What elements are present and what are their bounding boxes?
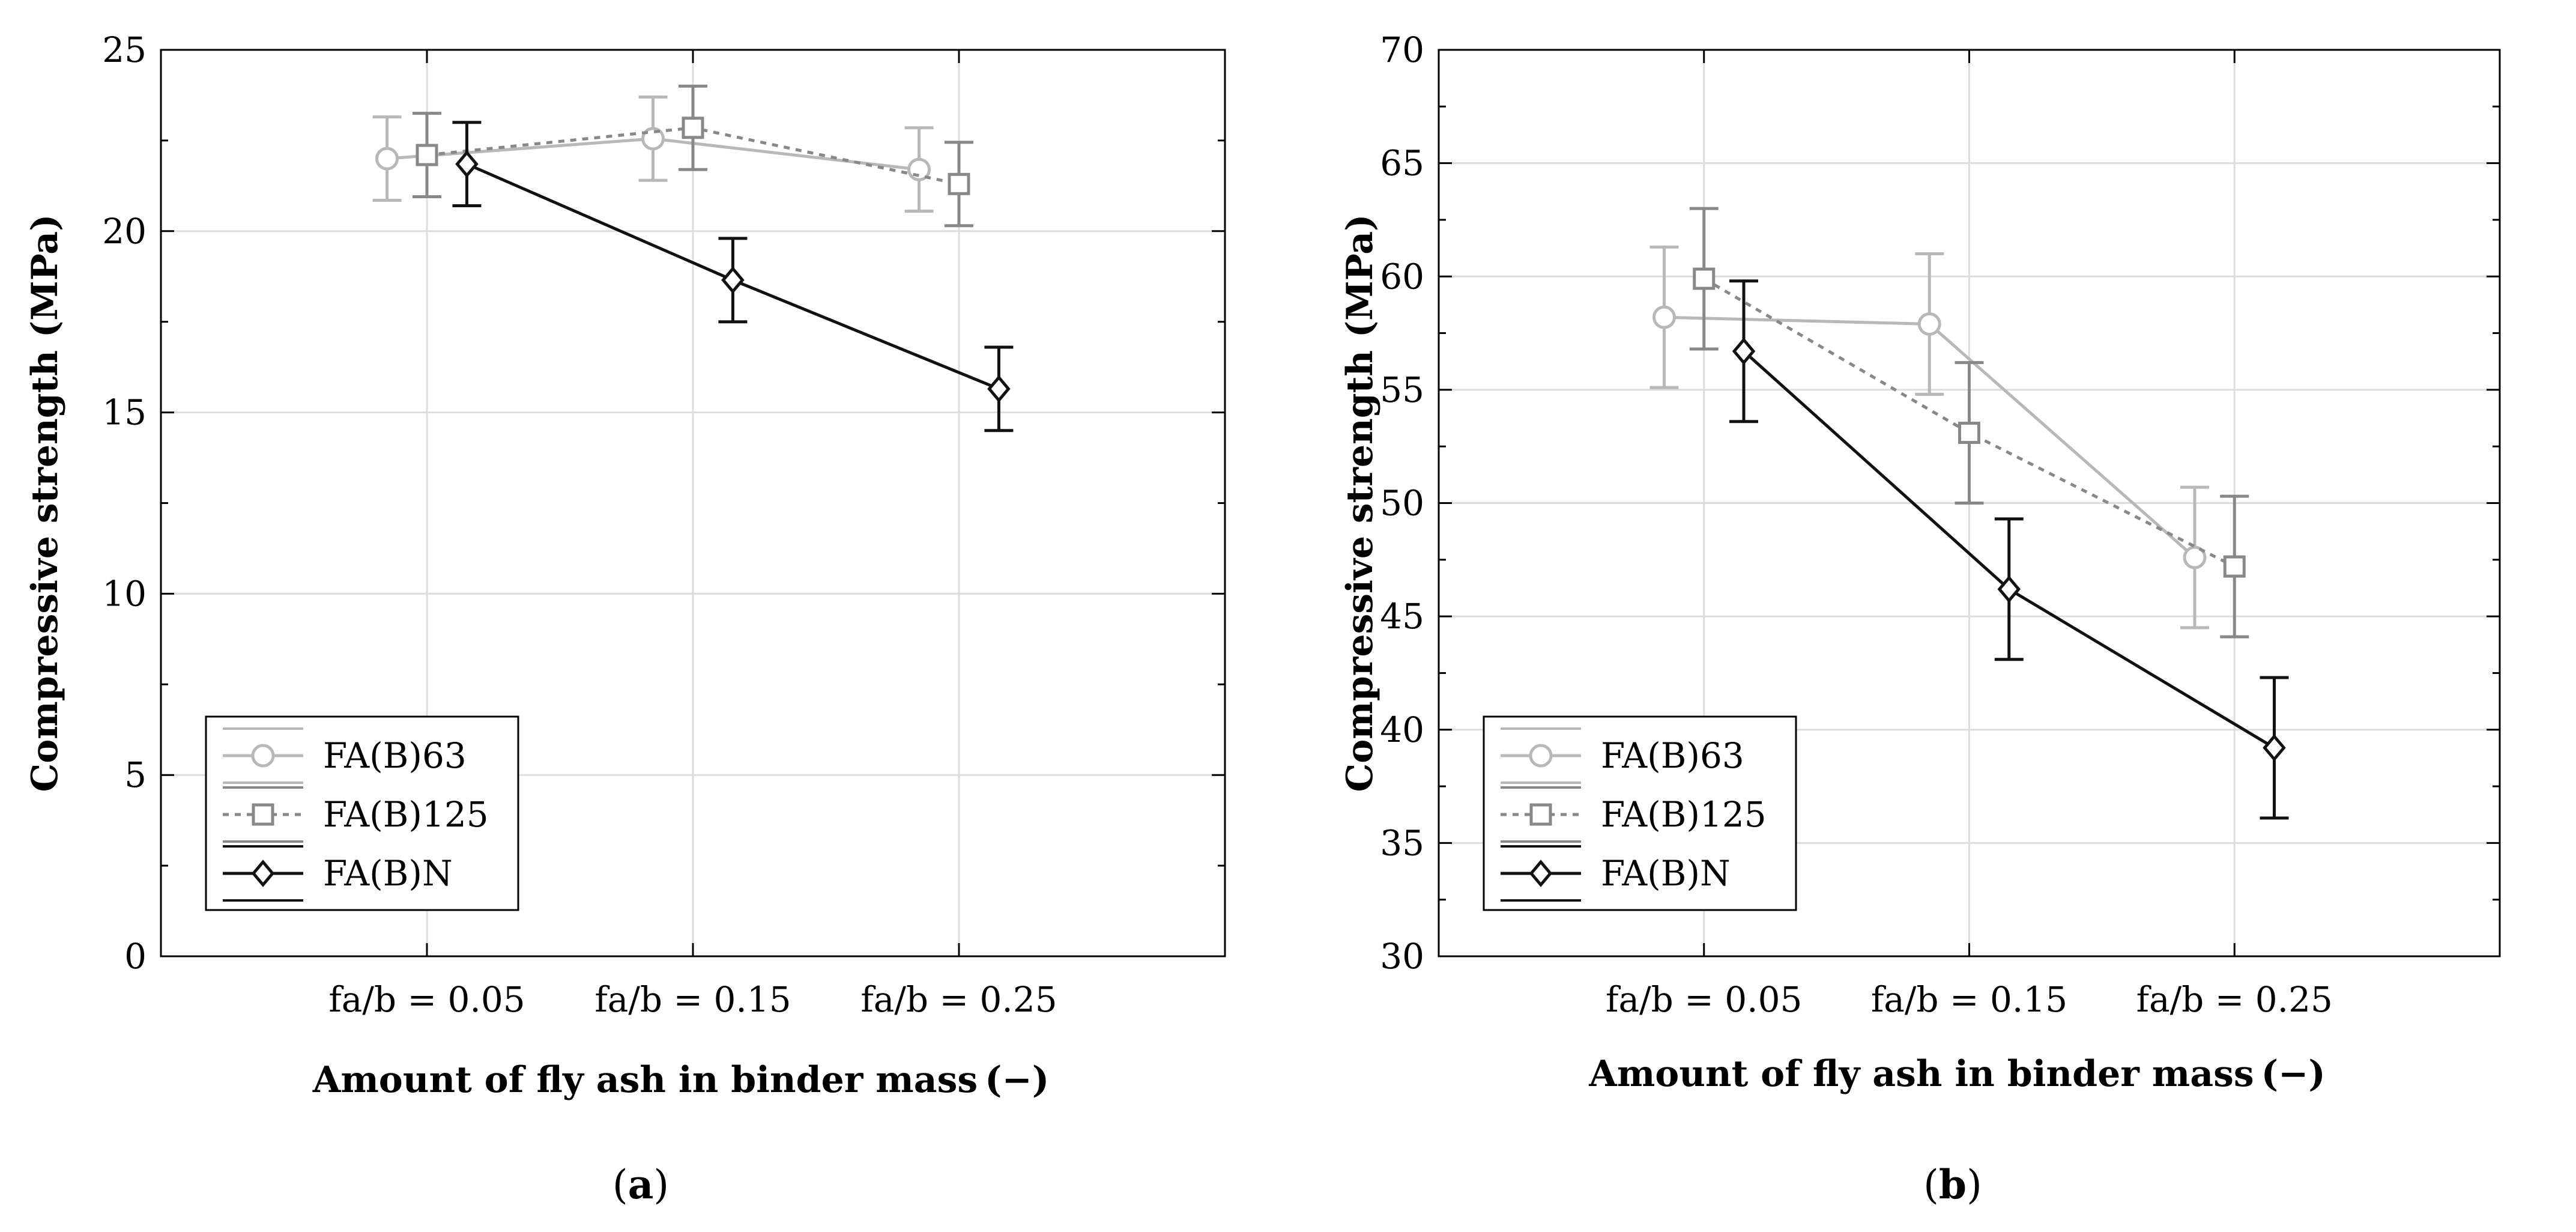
x-tick-label: fa/b = 0.25 bbox=[2136, 979, 2333, 1020]
plot-frame bbox=[160, 49, 1226, 957]
marker-diamond-1 bbox=[721, 266, 745, 294]
legend: FA(B)63 FA(B)125 FA(B)N bbox=[1483, 715, 1797, 911]
y-axis-title: Compressive strength (MPa) bbox=[1339, 214, 1381, 792]
legend-label: FA(B)125 bbox=[323, 794, 489, 835]
series-fa-b-n bbox=[1729, 279, 2289, 820]
series-fa-b-125 bbox=[413, 84, 973, 228]
marker-square-2 bbox=[948, 172, 970, 195]
series-fa-b-63 bbox=[372, 95, 934, 213]
y-tick-label: 0 bbox=[124, 936, 147, 977]
marker-diamond-2 bbox=[2263, 734, 2286, 762]
legend-label: FA(B)N bbox=[1601, 853, 1731, 894]
marker-diamond-2 bbox=[987, 375, 1011, 403]
y-tick-label: 45 bbox=[1380, 596, 1424, 637]
marker-diamond-0 bbox=[455, 150, 479, 178]
panel-label-close: ) bbox=[1967, 1162, 1982, 1208]
marker-diamond-legend-2 bbox=[1529, 860, 1553, 887]
marker-circle-0 bbox=[1652, 305, 1676, 329]
chart-panel-a: 0 5 10 15 20 25 fa/b = 0.05 fa/b = 0.15 fa/b = 0… bbox=[24, 29, 1226, 1208]
y-tick-label: 10 bbox=[102, 573, 147, 614]
x-axis-title: Amount of fly ash in binder mass (−) bbox=[312, 1059, 1049, 1101]
x-tick-label: fa/b = 0.25 bbox=[860, 979, 1057, 1020]
marker-square-0 bbox=[416, 144, 438, 166]
legend-label: FA(B)63 bbox=[1601, 735, 1744, 776]
series-line bbox=[1703, 277, 2236, 568]
y-tick-label: 35 bbox=[1380, 822, 1424, 863]
legend-label: FA(B)63 bbox=[323, 735, 467, 776]
marker-circle-0 bbox=[375, 147, 399, 171]
chart-panel-b: 30 35 40 45 50 55 60 65 70 fa/b = 0.05 fa/b = 0.15… bbox=[1339, 29, 2501, 1208]
panel-label-open: ( bbox=[1923, 1162, 1939, 1208]
legend-label: FA(B)125 bbox=[1601, 794, 1767, 835]
y-tick-label: 60 bbox=[1380, 256, 1424, 297]
x-axis-unit: (−) bbox=[2261, 1053, 2326, 1095]
y-tick-label: 50 bbox=[1380, 483, 1424, 524]
x-tick-label: fa/b = 0.15 bbox=[1871, 979, 2067, 1020]
x-axis-unit: (−) bbox=[985, 1059, 1049, 1101]
x-axis-title-text: Amount of fly ash in binder mass bbox=[312, 1059, 978, 1101]
y-tick-label: 15 bbox=[102, 392, 147, 433]
marker-diamond-0 bbox=[1732, 337, 1756, 365]
panel-label-open: ( bbox=[612, 1162, 628, 1208]
panel-label: (b) bbox=[1923, 1161, 1982, 1208]
marker-circle-legend-0 bbox=[1529, 744, 1553, 768]
x-axis-title-text: Amount of fly ash in binder mass bbox=[1588, 1053, 2254, 1095]
y-tick-label: 5 bbox=[124, 754, 147, 795]
marker-square-1 bbox=[682, 117, 704, 139]
x-tick-label: fa/b = 0.15 bbox=[594, 979, 791, 1020]
plot-frame bbox=[1438, 49, 2501, 957]
marker-diamond-legend-2 bbox=[251, 860, 275, 887]
y-tick-label: 55 bbox=[1380, 369, 1424, 410]
y-axis-title: Compressive strength (MPa) bbox=[24, 214, 66, 792]
marker-circle-1 bbox=[1917, 312, 1941, 336]
marker-circle-legend-0 bbox=[251, 744, 275, 768]
marker-circle-2 bbox=[2183, 545, 2207, 569]
y-tick-label: 20 bbox=[102, 211, 147, 252]
y-tick-label: 65 bbox=[1380, 143, 1424, 184]
y-tick-label: 30 bbox=[1380, 936, 1424, 977]
x-tick-label: fa/b = 0.05 bbox=[328, 979, 525, 1020]
panel-label-close: ) bbox=[653, 1162, 669, 1208]
marker-square-legend-1 bbox=[252, 803, 274, 826]
panel-label-letter: a bbox=[628, 1161, 654, 1208]
series-fa-b-63 bbox=[1649, 245, 2209, 630]
y-tick-label: 25 bbox=[102, 29, 147, 70]
legend: FA(B)63 FA(B)125 FA(B)N bbox=[205, 715, 519, 911]
y-tick-label: 70 bbox=[1380, 29, 1424, 70]
series-fa-b-125 bbox=[1689, 207, 2249, 639]
x-tick-label: fa/b = 0.05 bbox=[1606, 979, 1802, 1020]
panel-label: (a) bbox=[612, 1161, 669, 1208]
marker-square-2 bbox=[2223, 555, 2246, 578]
marker-square-1 bbox=[1958, 422, 1980, 445]
series-fa-b-n bbox=[452, 121, 1014, 432]
marker-square-0 bbox=[1693, 267, 1716, 290]
x-axis-title: Amount of fly ash in binder mass (−) bbox=[1588, 1053, 2325, 1095]
panel-label-letter: b bbox=[1939, 1161, 1967, 1208]
y-tick-label: 40 bbox=[1380, 709, 1424, 750]
marker-square-legend-1 bbox=[1529, 803, 1552, 826]
legend-label: FA(B)N bbox=[323, 853, 453, 894]
marker-diamond-1 bbox=[1997, 575, 2021, 603]
